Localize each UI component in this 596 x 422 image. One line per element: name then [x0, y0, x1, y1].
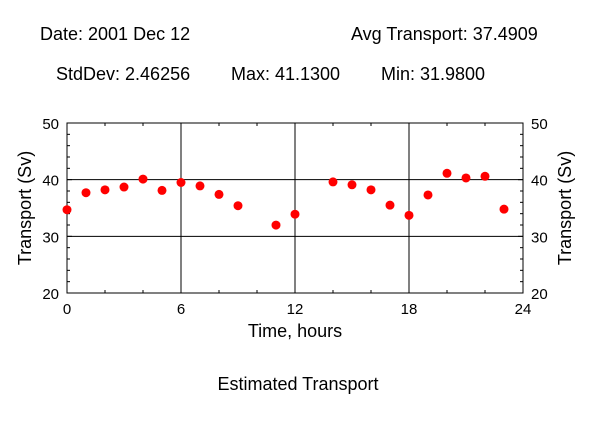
x-tick-label: 24 — [515, 301, 532, 318]
data-point — [404, 210, 414, 220]
y-tick-label-left: 20 — [42, 286, 59, 303]
data-point — [81, 188, 91, 198]
data-point — [176, 178, 186, 187]
date-label: Date: 2001 Dec 12 — [40, 24, 191, 44]
data-point — [62, 205, 72, 215]
avg-transport-label: Avg Transport: 37.4909 — [351, 24, 538, 44]
x-tick-label: 18 — [401, 301, 418, 318]
data-point — [480, 171, 490, 181]
chart-caption: Estimated Transport — [217, 374, 379, 394]
data-point — [461, 173, 471, 183]
y-tick-label-left: 30 — [42, 229, 59, 246]
stddev-label: StdDev: 2.46256 — [56, 64, 191, 84]
y-tick-label-right: 40 — [531, 173, 548, 190]
data-point — [347, 180, 357, 190]
data-point — [328, 177, 338, 187]
data-point — [423, 190, 433, 200]
data-point — [119, 182, 129, 192]
data-point — [157, 185, 167, 195]
data-point — [290, 209, 300, 219]
data-point — [100, 185, 110, 195]
x-tick-label: 12 — [287, 301, 304, 318]
data-point — [499, 204, 509, 214]
x-tick-label: 0 — [63, 301, 71, 318]
data-point — [271, 220, 281, 230]
data-point — [366, 185, 376, 195]
y-tick-label-right: 20 — [531, 286, 548, 303]
max-label: Max: 41.1300 — [231, 64, 341, 84]
data-point — [233, 201, 243, 211]
x-axis-title: Time, hours — [248, 321, 342, 341]
y-tick-label-left: 50 — [42, 116, 59, 133]
y-tick-label-right: 50 — [531, 116, 548, 133]
min-label: Min: 31.9800 — [381, 64, 486, 84]
data-point — [442, 168, 452, 178]
data-point — [385, 200, 395, 210]
data-point — [195, 181, 205, 191]
x-tick-label: 6 — [177, 301, 185, 318]
data-point — [214, 189, 224, 199]
y-axis-title-left: Transport (Sv) — [15, 151, 35, 265]
y-tick-label-right: 30 — [531, 229, 548, 246]
y-axis-title-right: Transport (Sv) — [555, 151, 575, 265]
data-point — [138, 174, 148, 184]
y-tick-label-left: 40 — [42, 173, 59, 190]
